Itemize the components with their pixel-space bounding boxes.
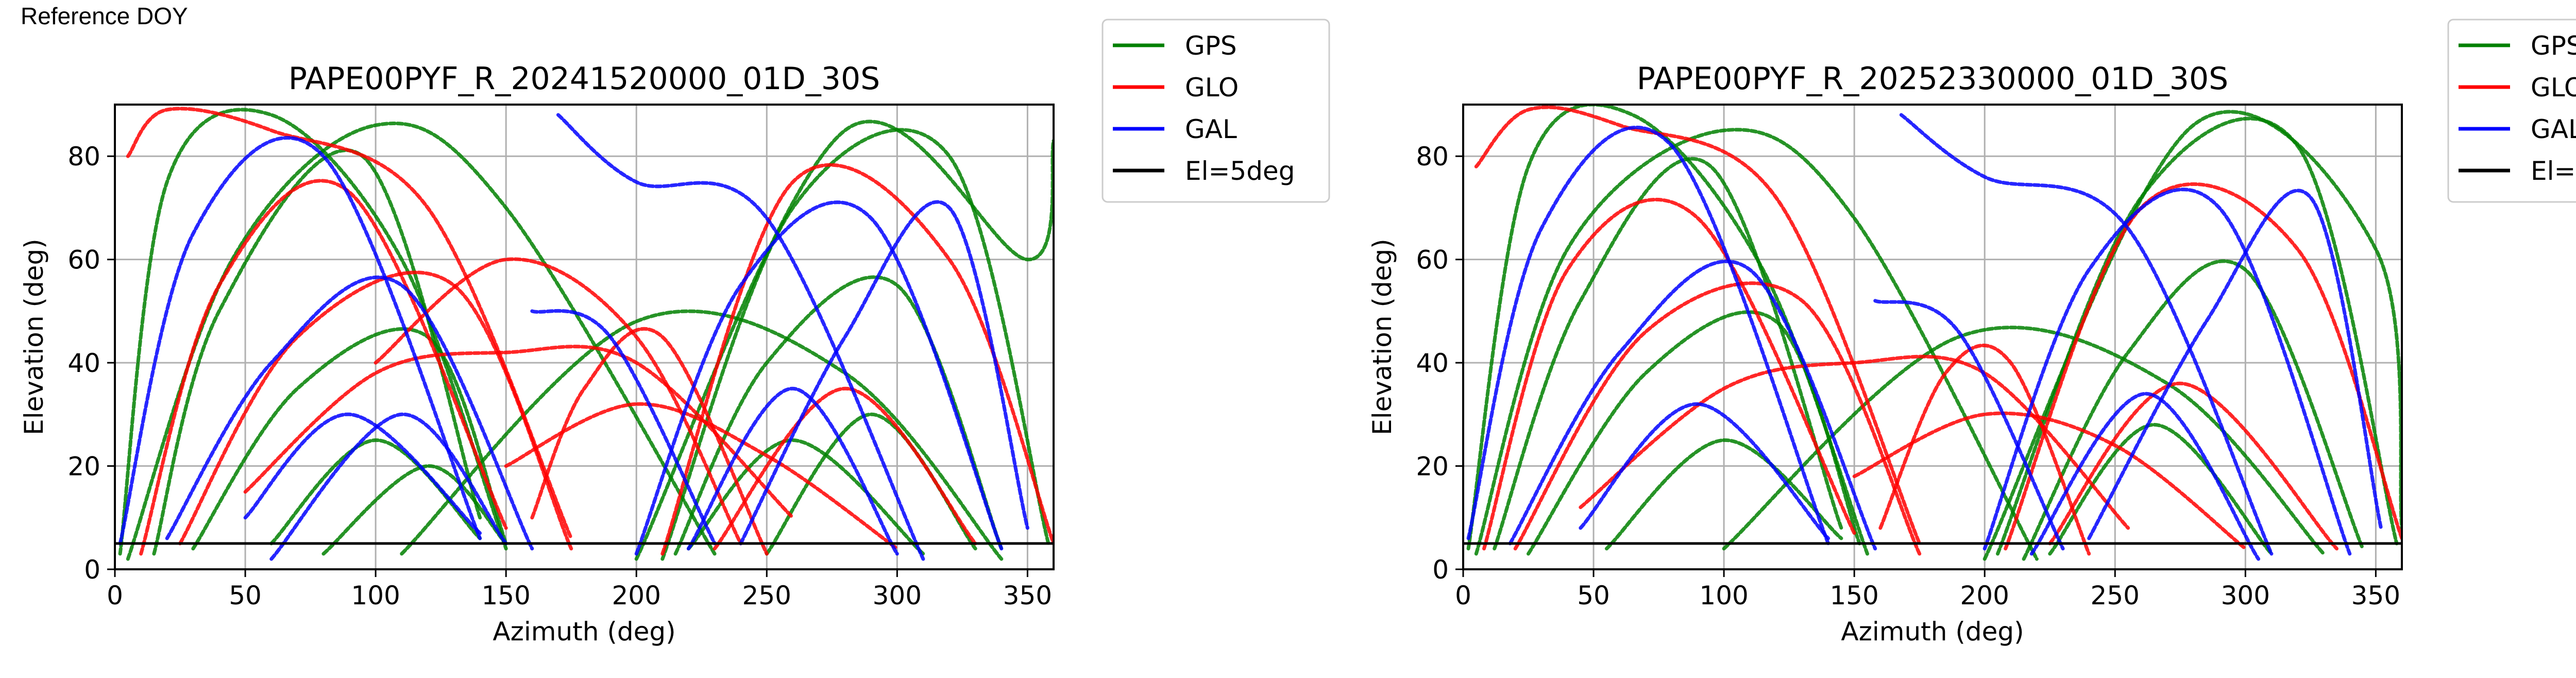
x-tick-label: 0 (107, 581, 123, 611)
legend-label: GLO (2531, 73, 2576, 103)
x-axis-label: Azimuth (deg) (493, 617, 675, 647)
y-tick-label: 80 (1416, 142, 1449, 172)
x-tick-label: 150 (481, 581, 530, 611)
chart-title: PAPE00PYF_R_20252330000_01D_30S (1637, 61, 2228, 97)
legend-label: El=5deg (1185, 156, 1295, 186)
x-tick-label: 300 (2221, 581, 2270, 611)
x-axis-label: Azimuth (deg) (1841, 617, 2024, 647)
legend-label: GPS (1185, 31, 1237, 61)
x-tick-label: 150 (1829, 581, 1878, 611)
plot-area (1463, 105, 2402, 569)
legend-label: GAL (2531, 114, 2576, 144)
legend: GPS GLO GAL El=5deg (2448, 20, 2576, 202)
y-tick-label: 20 (1416, 452, 1449, 482)
legend-label: GAL (1185, 114, 1237, 144)
x-tick-label: 200 (612, 581, 661, 611)
x-tick-label: 100 (351, 581, 400, 611)
x-tick-label: 50 (229, 581, 262, 611)
x-tick-label: 200 (1960, 581, 2009, 611)
y-tick-label: 0 (84, 555, 100, 585)
x-tick-label: 300 (873, 581, 922, 611)
x-tick-label: 250 (742, 581, 791, 611)
y-axis-label: Elevation (deg) (1367, 239, 1397, 435)
y-tick-label: 20 (67, 452, 100, 482)
legend: GPS GLO GAL El=5deg (1103, 20, 1329, 202)
y-tick-label: 40 (67, 348, 100, 378)
legend-label: GPS (2531, 31, 2576, 61)
x-tick-label: 350 (1003, 581, 1052, 611)
legend-label: El=5deg (2531, 156, 2576, 186)
y-tick-label: 60 (67, 245, 100, 275)
legend-label: GLO (1185, 73, 1239, 103)
chart-title: PAPE00PYF_R_20241520000_01D_30S (289, 61, 880, 97)
y-axis-label: Elevation (deg) (19, 239, 49, 435)
y-tick-label: 60 (1416, 245, 1449, 275)
x-tick-label: 250 (2091, 581, 2140, 611)
x-tick-label: 50 (1577, 581, 1610, 611)
x-tick-label: 100 (1699, 581, 1748, 611)
chart-panel-1: 0 50 100 150 200 250 300 350 0 20 40 60 80 PAPE00PYF_… (19, 20, 1329, 647)
x-tick-label: 0 (1455, 581, 1471, 611)
y-tick-label: 0 (1432, 555, 1449, 585)
skyplot-figure: 0 50 100 150 200 250 300 350020406080PAPE00PYF_… (0, 0, 2576, 678)
y-tick-label: 40 (1416, 348, 1449, 378)
y-tick-label: 80 (67, 142, 100, 172)
chart-panel-2: 0 50 100 150 200 250 300 350 0 20 40 60 80 PAPE00PYF_… (1367, 20, 2576, 647)
plot-area (115, 105, 1054, 569)
x-tick-label: 350 (2351, 581, 2400, 611)
